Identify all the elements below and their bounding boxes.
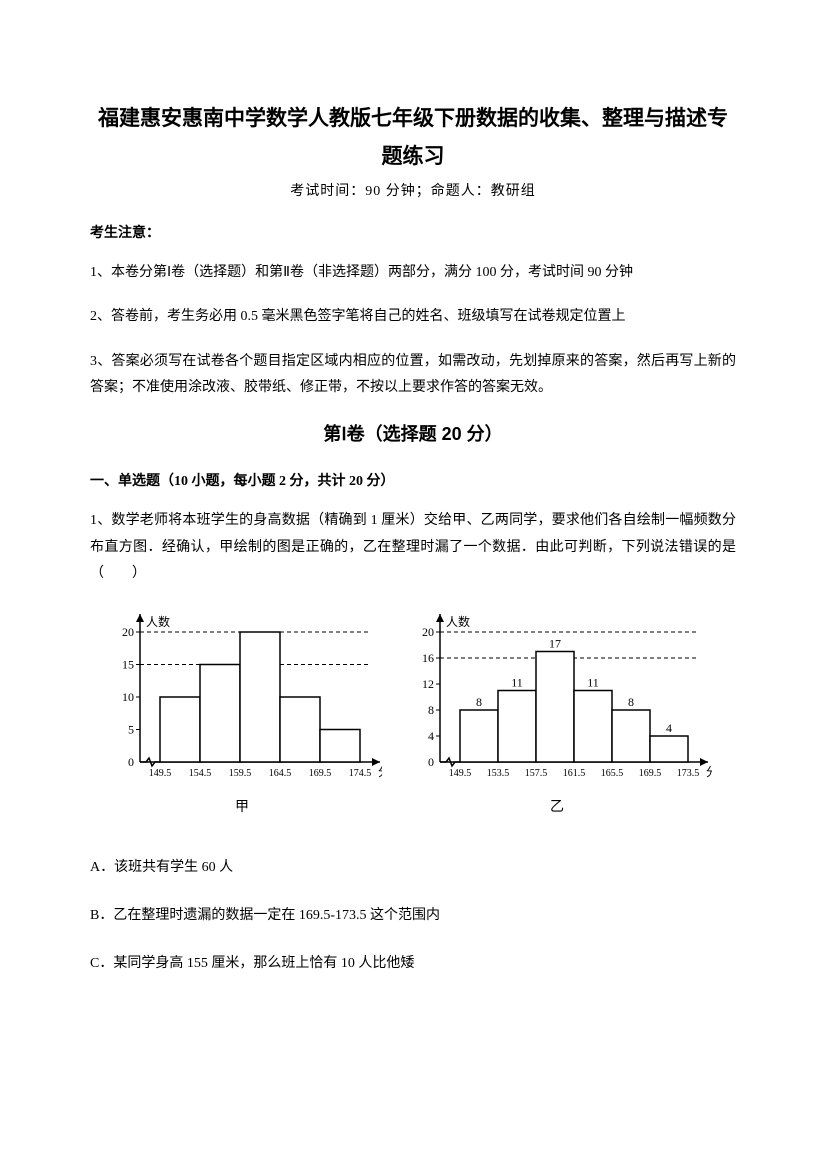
svg-text:分数: 分数 [378,764,382,779]
svg-text:169.5: 169.5 [309,768,332,779]
option-b: B．乙在整理时遗漏的数据一定在 169.5-173.5 这个范围内 [90,904,736,924]
svg-text:157.5: 157.5 [525,768,548,779]
svg-text:165.5: 165.5 [601,768,624,779]
svg-text:10: 10 [122,690,134,704]
notice-1: 1、本卷分第Ⅰ卷（选择题）和第Ⅱ卷（非选择题）两部分，满分 100 分，考试时间… [90,260,736,287]
svg-text:8: 8 [628,695,634,709]
section-1-head: 第Ⅰ卷（选择题 20 分） [90,420,736,446]
svg-text:5: 5 [128,722,134,736]
part-a-head: 一、单选题（10 小题，每小题 2 分，共计 20 分） [90,470,736,490]
svg-text:分数: 分数 [706,764,712,779]
svg-text:11: 11 [511,675,523,689]
svg-text:8: 8 [428,703,434,717]
charts-row: 人数分数05101520149.5154.5159.5164.5169.5174… [102,602,736,816]
svg-text:11: 11 [587,675,599,689]
svg-text:153.5: 153.5 [487,768,510,779]
svg-text:15: 15 [122,657,134,671]
svg-text:人数: 人数 [146,614,170,629]
svg-text:154.5: 154.5 [189,768,212,779]
option-a: A．该班共有学生 60 人 [90,856,736,876]
notice-3: 3、答案必须写在试卷各个题目指定区域内相应的位置，如需改动，先划掉原来的答案，然… [90,349,736,402]
option-c: C．某同学身高 155 厘米，那么班上恰有 10 人比他矮 [90,952,736,972]
exam-info: 考试时间：90 分钟；命题人：教研组 [90,180,736,200]
svg-text:164.5: 164.5 [269,768,292,779]
svg-text:12: 12 [422,677,434,691]
svg-text:149.5: 149.5 [149,768,172,779]
exam-page: 福建惠安惠南中学数学人教版七年级下册数据的收集、整理与描述专题练习 考试时间：9… [0,0,826,1169]
svg-text:4: 4 [428,729,434,743]
question-1-text: 1、数学老师将本班学生的身高数据（精确到 1 厘米）交给甲、乙两同学，要求他们各… [90,508,736,588]
svg-text:20: 20 [422,625,434,639]
svg-text:169.5: 169.5 [639,768,662,779]
exam-title: 福建惠安惠南中学数学人教版七年级下册数据的收集、整理与描述专题练习 [90,100,736,176]
svg-text:0: 0 [128,755,134,769]
notice-2: 2、答卷前，考生务必用 0.5 毫米黑色签字笔将自己的姓名、班级填写在试卷规定位… [90,304,736,331]
chart-jia-wrap: 人数分数 0 5 10 15 20 149.5 154.5 159.5 164.5 169.5 174… [102,602,382,816]
svg-text:174.5: 174.5 [349,768,372,779]
svg-text:人数: 人数 [446,614,470,629]
chart-yi: 人数分数 0 4 8 12 16 20 8 11 17 11 8 4 149.5 153.5 157.5 161… [402,602,712,792]
svg-text:8: 8 [476,695,482,709]
svg-text:0: 0 [428,755,434,769]
svg-text:161.5: 161.5 [563,768,586,779]
svg-text:20: 20 [122,625,134,639]
svg-text:159.5: 159.5 [229,768,252,779]
svg-text:173.5: 173.5 [677,768,700,779]
svg-text:16: 16 [422,651,434,665]
svg-text:149.5: 149.5 [449,768,472,779]
chart-jia: 人数分数 0 5 10 15 20 149.5 154.5 159.5 164.5 169.5 174… [102,602,382,792]
chart-yi-label: 乙 [550,796,564,816]
chart-jia-label: 甲 [235,796,249,816]
svg-text:4: 4 [666,721,672,735]
svg-text:17: 17 [549,636,561,650]
chart-yi-wrap: 人数分数 0 4 8 12 16 20 8 11 17 11 8 4 149.5 153.5 157.5 161… [402,602,712,816]
notice-heading: 考生注意： [90,222,736,242]
